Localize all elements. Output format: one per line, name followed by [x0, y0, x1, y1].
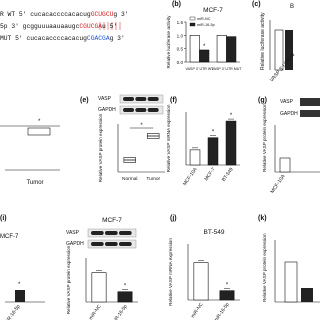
fragment-text: Relative VASP protein expression [262, 233, 267, 302]
sequence-part: u 5' [102, 23, 117, 30]
panel-label: (j) [170, 215, 177, 222]
sequence-line: R WT 5' cucacaccccacacugGCUGCUg 3' [0, 11, 129, 18]
blot-label: GAPDH [98, 107, 116, 113]
fragment-text: Relative VASP protein expression [262, 103, 267, 172]
y-tick-label: 1.0 [177, 33, 184, 38]
legend-swatch [189, 22, 196, 27]
fragment-text: GAPDH [280, 111, 298, 117]
y-tick-label: 0.0 [177, 60, 184, 65]
blot-band [135, 108, 147, 112]
blot-band [147, 108, 159, 112]
y-axis-label: Relative luciferase activity [166, 15, 171, 69]
blot-band [147, 97, 159, 101]
blot-band [119, 242, 132, 246]
annotation: * [212, 130, 215, 136]
sequence-part: CGACGA [87, 35, 110, 42]
bar [189, 149, 201, 166]
x-tick-label: VASP 3' UTR WT [186, 67, 215, 71]
y-tick-label: 1.5 [177, 20, 184, 25]
blot-band [123, 108, 134, 112]
bar-fragment [285, 30, 293, 70]
legend-swatch [189, 16, 196, 21]
chart-title: BT-549 [204, 229, 225, 236]
bar [199, 49, 210, 63]
chart-title: MCF-7 [203, 7, 223, 14]
asterisk: * [18, 282, 21, 288]
panel-label: (b) [172, 1, 181, 8]
blot-band [135, 97, 147, 101]
fragment-text: Tumor [26, 180, 43, 186]
annotation: * [226, 283, 229, 289]
fragment-text: VASP [280, 99, 294, 105]
blot-band [91, 242, 104, 246]
x-tick-label: Tumor [146, 176, 160, 182]
bar [216, 35, 227, 63]
blot-band [105, 242, 118, 246]
fragment-text: Relative luciferase activity [260, 12, 266, 70]
bar [91, 272, 107, 303]
sequence-part: R WT 5' cucacaccccacacug [0, 11, 91, 18]
bar [193, 262, 209, 301]
y-axis-label: Relative VASP protein expression [66, 245, 71, 314]
chart-title: MCF-7 [102, 217, 122, 224]
fragment-text: (c) [252, 1, 261, 8]
bar [189, 35, 200, 63]
bar [219, 290, 235, 301]
annotation: * [124, 284, 127, 290]
x-tick-label: Normal [122, 176, 137, 182]
box-fragment [27, 127, 51, 136]
legend-label: miR-16-5p [197, 23, 215, 27]
sequence-part: MUT 5' cucacaccccacacug [0, 35, 87, 42]
fragment-text: (g) [258, 97, 267, 104]
fragment-text: B [290, 4, 294, 10]
sequence-line: 5p 3' gcgguuuaauaaugcCGUCGAu 5' [0, 23, 117, 30]
legend-label: miR-NC [197, 17, 211, 21]
y-axis-label: Relative VASP mRNA expression [166, 104, 171, 172]
blot-label: GAPDH [66, 241, 84, 247]
fragment-text: MCF-7 [0, 234, 19, 240]
sequence-part: g 3' [113, 11, 128, 18]
blot-band [300, 110, 320, 117]
bar [226, 36, 237, 63]
bar-fragment [15, 290, 25, 302]
sequence-part: 5p 3' gcgguuuaauaaugc [0, 23, 80, 30]
sequence-part: g 3' [110, 35, 125, 42]
blot-band [300, 98, 320, 106]
blot-band [123, 97, 134, 101]
sequence-part: CGUCGA [79, 23, 102, 30]
bar-fragment [301, 288, 313, 302]
panel-label: (f) [170, 97, 177, 104]
bar [225, 120, 237, 166]
fragment-text: (k) [258, 215, 267, 222]
y-axis-label: Relative VASP protein expression [98, 113, 103, 182]
bar-fragment [279, 157, 291, 173]
sequence-part: GCUGCU [91, 11, 114, 18]
fragment-text: (i) [0, 215, 7, 222]
blot-band [119, 231, 132, 235]
annotation: * [230, 113, 233, 119]
blot-band [91, 231, 104, 235]
blot-band [105, 231, 118, 235]
bar [207, 137, 219, 166]
bar-fragment [284, 261, 298, 303]
y-axis-label: Relative VASP mRNA expression [168, 238, 173, 306]
x-tick-label: VASP 3' UTR MUT [211, 67, 242, 71]
y-tick-label: 0.5 [177, 47, 184, 52]
asterisk: * [38, 119, 41, 125]
bar [117, 291, 133, 303]
bar-fragment [274, 29, 284, 71]
blot-label: VASP [66, 230, 80, 236]
annotation: * [203, 44, 206, 50]
blot-label: VASP [98, 96, 112, 102]
annotation: * [140, 123, 143, 129]
sequence-line: MUT 5' cucacaccccacacugCGACGAg 3' [0, 35, 125, 42]
panel-label: (e) [80, 97, 89, 104]
